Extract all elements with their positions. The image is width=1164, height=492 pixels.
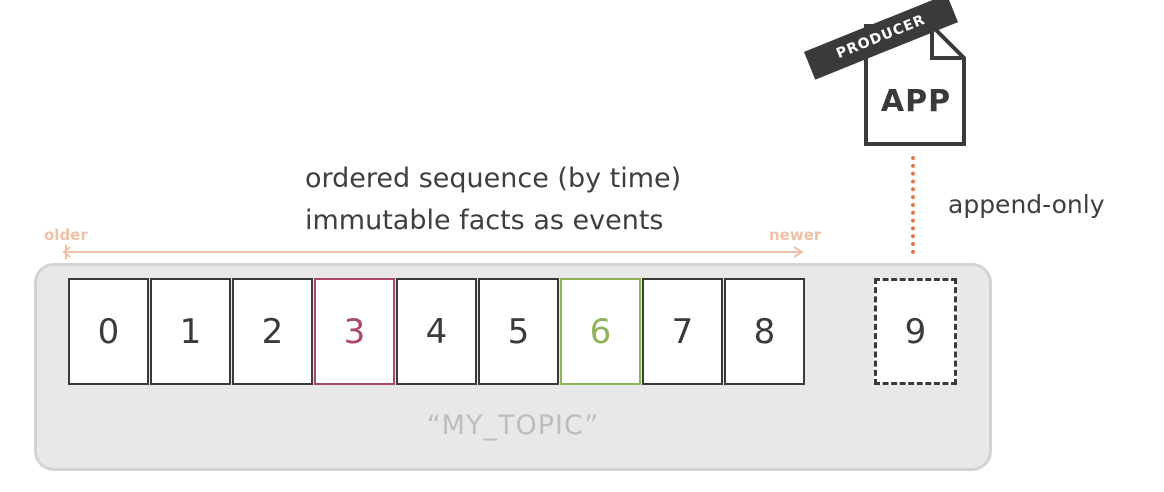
event-cell: 2	[232, 278, 313, 385]
older-label: older	[44, 226, 88, 244]
event-cell: 5	[478, 278, 559, 385]
time-arrow	[62, 245, 804, 259]
append-dotted-line	[911, 156, 915, 254]
newer-label: newer	[769, 226, 822, 244]
event-cell: 0	[68, 278, 149, 385]
event-cell: 7	[642, 278, 723, 385]
caption-line-1: ordered sequence (by time)	[305, 163, 682, 194]
event-cell: 4	[396, 278, 477, 385]
event-cell-highlighted-red: 3	[314, 278, 395, 385]
event-cell-highlighted-green: 6	[560, 278, 641, 385]
caption: ordered sequence (by time) immutable fac…	[305, 158, 681, 242]
event-cells: 0 1 2 3 4 5 6 7 8	[68, 278, 806, 385]
new-event-cell: 9	[874, 278, 957, 385]
event-cell: 1	[150, 278, 231, 385]
caption-line-2: immutable facts as events	[305, 205, 664, 236]
app-label: APP	[880, 84, 952, 119]
append-only-label: append-only	[948, 190, 1105, 219]
topic-name: “MY_TOPIC”	[426, 410, 600, 441]
event-cell: 8	[724, 278, 805, 385]
